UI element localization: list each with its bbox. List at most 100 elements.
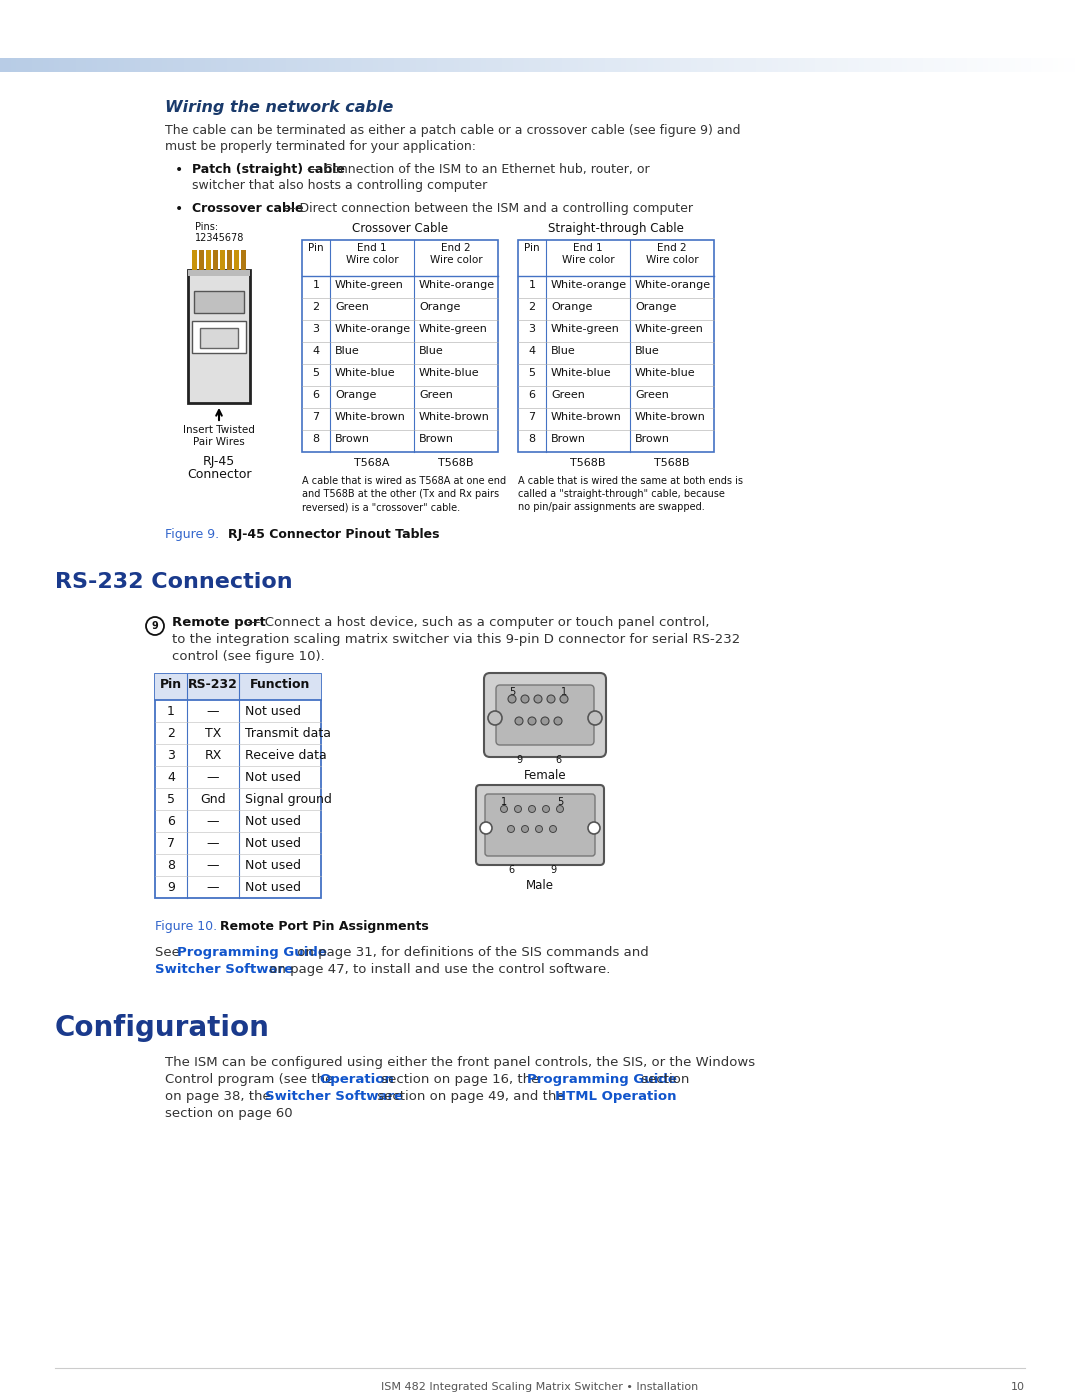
Circle shape <box>588 821 600 834</box>
Bar <box>167 59 173 73</box>
Circle shape <box>521 694 529 703</box>
Bar <box>751 59 756 73</box>
Text: 8: 8 <box>312 434 320 444</box>
Bar <box>92 59 97 73</box>
Circle shape <box>522 826 528 833</box>
Bar <box>70 59 76 73</box>
Bar <box>589 59 594 73</box>
Bar <box>1031 59 1037 73</box>
Bar <box>950 59 956 73</box>
Circle shape <box>561 694 568 703</box>
Circle shape <box>480 821 492 834</box>
Bar <box>173 59 178 73</box>
Bar <box>124 59 130 73</box>
Bar <box>351 59 356 73</box>
Text: 2: 2 <box>528 302 536 312</box>
Bar <box>740 59 745 73</box>
Text: 10: 10 <box>1011 1382 1025 1391</box>
Text: Signal ground: Signal ground <box>245 793 332 806</box>
Text: Switcher Software: Switcher Software <box>156 963 293 977</box>
Text: 5: 5 <box>528 367 536 379</box>
Bar <box>184 59 189 73</box>
Bar <box>405 59 410 73</box>
Text: Transmit data: Transmit data <box>245 726 330 740</box>
Text: 8: 8 <box>528 434 536 444</box>
Text: Receive data: Receive data <box>245 749 327 761</box>
Circle shape <box>488 711 502 725</box>
Bar <box>983 59 988 73</box>
Bar <box>734 59 740 73</box>
Text: Remote Port Pin Assignments: Remote Port Pin Assignments <box>220 921 429 933</box>
Text: End 2
Wire color: End 2 Wire color <box>646 243 699 265</box>
Text: Not used: Not used <box>245 771 301 784</box>
Text: RX: RX <box>204 749 221 761</box>
Bar <box>281 59 286 73</box>
Text: 6: 6 <box>555 754 562 766</box>
Text: 6: 6 <box>528 390 536 400</box>
Text: Straight-through Cable: Straight-through Cable <box>548 222 684 235</box>
Text: 6: 6 <box>508 865 514 875</box>
Text: Not used: Not used <box>245 705 301 718</box>
Text: Patch (straight) cable: Patch (straight) cable <box>192 163 345 176</box>
Bar <box>243 59 248 73</box>
Bar <box>156 673 321 898</box>
Bar <box>432 59 437 73</box>
Bar <box>286 59 292 73</box>
Circle shape <box>515 717 523 725</box>
Bar <box>621 59 626 73</box>
Text: The ISM can be configured using either the front panel controls, the SIS, or the: The ISM can be configured using either t… <box>165 1056 755 1069</box>
Bar <box>292 59 297 73</box>
Text: Figure 10.: Figure 10. <box>156 921 217 933</box>
Text: 9: 9 <box>516 754 522 766</box>
Text: ISM 482 Integrated Scaling Matrix Switcher • Installation: ISM 482 Integrated Scaling Matrix Switch… <box>381 1382 699 1391</box>
Bar <box>162 59 167 73</box>
Bar <box>1026 59 1031 73</box>
Bar <box>799 59 805 73</box>
Bar <box>999 59 1004 73</box>
Text: White-brown: White-brown <box>635 412 706 422</box>
Bar <box>826 59 832 73</box>
Text: Gnd: Gnd <box>200 793 226 806</box>
Bar <box>206 250 211 270</box>
Text: T568B: T568B <box>570 458 606 468</box>
Circle shape <box>546 694 555 703</box>
Text: T568B: T568B <box>654 458 690 468</box>
Text: End 1
Wire color: End 1 Wire color <box>562 243 615 265</box>
Text: T568B: T568B <box>438 458 474 468</box>
FancyBboxPatch shape <box>476 785 604 865</box>
Text: 1: 1 <box>167 705 175 718</box>
Text: Blue: Blue <box>635 346 660 356</box>
Text: White-orange: White-orange <box>419 279 495 291</box>
Text: control (see figure 10).: control (see figure 10). <box>172 650 325 664</box>
Text: 2: 2 <box>312 302 320 312</box>
Text: TX: TX <box>205 726 221 740</box>
Text: Function: Function <box>249 678 310 692</box>
Bar <box>583 59 589 73</box>
Bar <box>188 270 249 277</box>
Bar <box>346 59 351 73</box>
Bar <box>853 59 859 73</box>
Text: Remote port: Remote port <box>172 616 266 629</box>
Text: 5: 5 <box>557 798 563 807</box>
Bar <box>859 59 864 73</box>
Text: — Direct connection between the ISM and a controlling computer: — Direct connection between the ISM and … <box>279 203 693 215</box>
Bar <box>205 59 211 73</box>
Bar <box>788 59 794 73</box>
Text: White-brown: White-brown <box>335 412 406 422</box>
Bar <box>637 59 643 73</box>
Bar <box>707 59 713 73</box>
Bar <box>151 59 157 73</box>
Bar <box>691 59 697 73</box>
Bar <box>22 59 27 73</box>
Bar <box>956 59 961 73</box>
Bar <box>192 321 246 353</box>
Text: 7: 7 <box>312 412 320 422</box>
Bar <box>5 59 11 73</box>
Bar <box>562 59 567 73</box>
Bar <box>702 59 707 73</box>
Bar <box>356 59 362 73</box>
Bar <box>540 59 545 73</box>
Bar <box>653 59 659 73</box>
Bar <box>97 59 103 73</box>
Text: Insert Twisted: Insert Twisted <box>184 425 255 434</box>
